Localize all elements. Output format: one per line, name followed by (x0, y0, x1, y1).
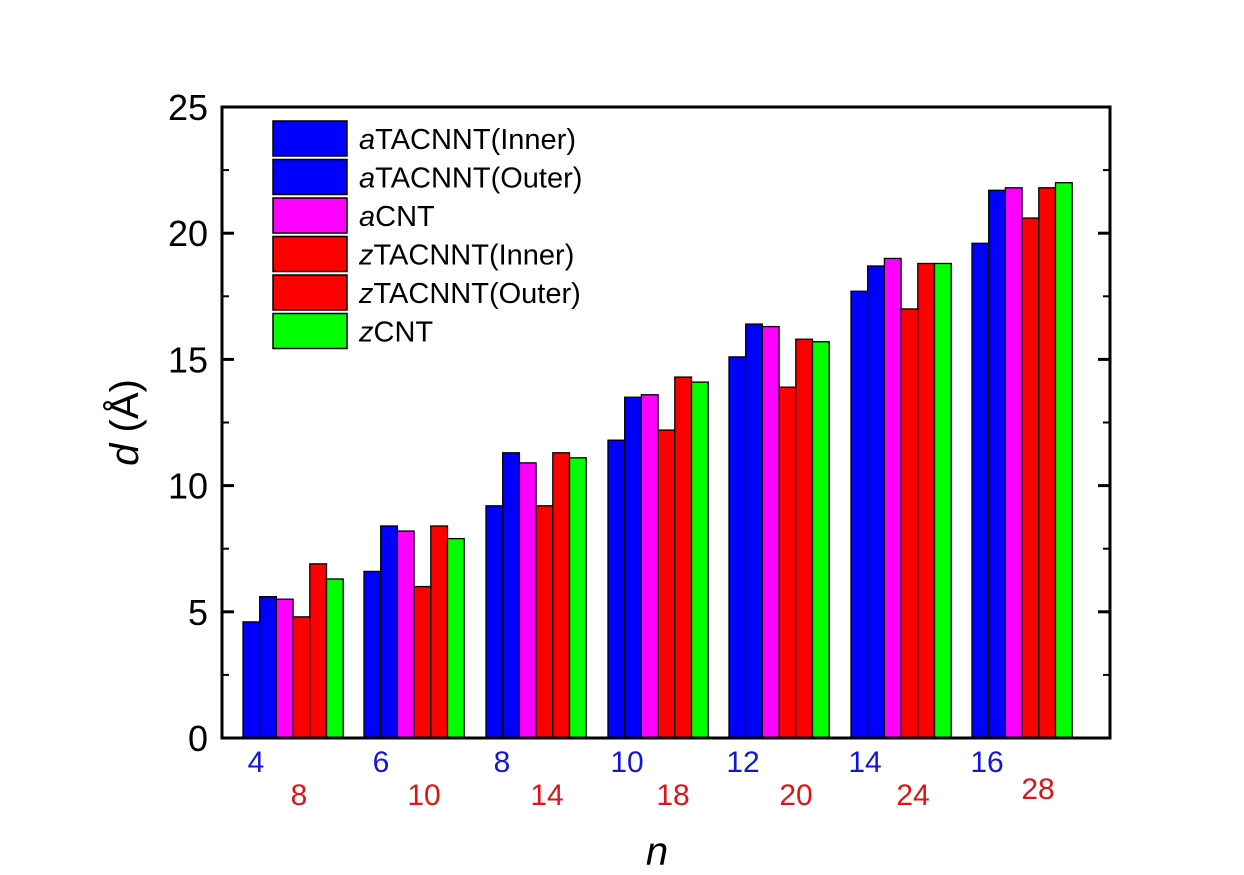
y-axis-label-symbol: d (103, 442, 147, 466)
x-tick-label-armchair: 10 (610, 746, 643, 779)
y-axis-label: d (Å) (102, 379, 147, 466)
legend-swatch (272, 274, 348, 311)
bar-ztacnntouter-1 (430, 525, 449, 739)
bar-atacnntinner-1 (363, 570, 382, 739)
bar-zcnt-1 (446, 537, 465, 739)
bar-atacnntinner-0 (242, 621, 261, 739)
x-tick-label-zigzag: 10 (407, 779, 440, 812)
bar-atacnntouter-3 (624, 396, 643, 739)
bar-atacnntouter-0 (259, 596, 278, 739)
bar-zcnt-6 (1054, 182, 1073, 739)
bar-ztacnntouter-3 (674, 376, 693, 739)
x-tick-label-armchair: 4 (248, 746, 265, 779)
bar-ztacnntinner-6 (1021, 217, 1040, 739)
bar-ztacnntouter-2 (552, 452, 571, 739)
legend-swatch (272, 120, 348, 157)
bar-zcnt-3 (690, 381, 709, 739)
bar-atacnntouter-5 (867, 265, 886, 739)
y-tick-label: 15 (168, 339, 208, 380)
bar-ztacnntinner-3 (657, 429, 676, 739)
bar-zcnt-5 (933, 262, 952, 739)
bar-ztacnntouter-6 (1038, 187, 1057, 739)
bar-atacnntinner-2 (485, 505, 504, 739)
x-tick-label-zigzag: 24 (896, 779, 929, 812)
bar-acnt-3 (640, 394, 659, 739)
legend-swatch (272, 158, 348, 196)
bar-ztacnntinner-0 (292, 616, 311, 739)
y-axis: 0 5 10 15 20 25 (168, 87, 1110, 759)
legend-label: zTACNNT(Inner) (358, 240, 574, 272)
bar-ztacnntouter-0 (309, 563, 328, 739)
legend-label: aTACNNT(Inner) (359, 124, 576, 156)
legend-label: zTACNNT(Outer) (358, 278, 581, 310)
x-tick-label-zigzag: 8 (291, 779, 308, 812)
bar-atacnntouter-2 (502, 452, 521, 739)
bar-acnt-0 (275, 598, 294, 739)
legend-label: aTACNNT(Outer) (359, 163, 582, 195)
x-tick-label-armchair: 12 (726, 746, 759, 779)
x-tick-label-zigzag: 14 (530, 779, 563, 812)
y-axis-label-unit: (Å) (102, 379, 147, 443)
y-tick-label: 0 (188, 718, 208, 759)
x-tick-label-zigzag: 18 (656, 779, 689, 812)
bar-acnt-2 (518, 462, 537, 739)
x-tick-label-armchair: 16 (970, 746, 1003, 779)
bar-atacnntinner-6 (971, 242, 990, 739)
bar-atacnntinner-5 (850, 290, 869, 739)
legend-swatch (272, 312, 348, 350)
bar-ztacnntinner-4 (778, 386, 797, 739)
bar-zcnt-4 (811, 341, 830, 739)
legend-label: zCNT (358, 317, 433, 349)
x-tick-label-armchair: 14 (848, 746, 881, 779)
bar-acnt-1 (396, 530, 415, 739)
bar-atacnntinner-4 (728, 356, 747, 739)
x-tick-label-armchair: 6 (373, 746, 390, 779)
bar-ztacnntinner-2 (535, 505, 554, 739)
bar-ztacnntinner-5 (900, 308, 919, 739)
bar-acnt-5 (883, 257, 902, 739)
legend-swatch (272, 197, 348, 234)
y-tick-label: 25 (168, 87, 208, 128)
bar-acnt-4 (761, 325, 780, 739)
bar-zcnt-0 (325, 578, 344, 739)
bar-atacnntouter-4 (745, 323, 764, 739)
bar-zcnt-2 (568, 457, 587, 739)
bar-acnt-6 (1004, 187, 1023, 739)
y-tick-label: 20 (168, 213, 208, 254)
bar-atacnntouter-1 (380, 525, 399, 739)
legend-label: aCNT (359, 201, 435, 233)
bar-atacnntinner-3 (607, 439, 626, 739)
bar-ztacnntouter-5 (917, 262, 936, 739)
x-tick-label-zigzag: 28 (1021, 773, 1054, 806)
bar-ztacnntinner-1 (413, 585, 432, 739)
bars-group (242, 182, 1073, 739)
bar-atacnntouter-6 (988, 189, 1007, 739)
bar-ztacnntouter-4 (795, 338, 814, 739)
legend-swatch (272, 235, 348, 273)
x-tick-label-zigzag: 20 (779, 779, 812, 812)
x-axis-label: n (646, 830, 668, 874)
y-tick-label: 10 (168, 466, 208, 507)
x-tick-label-armchair: 8 (494, 746, 511, 779)
legend: aTACNNT(Inner) aTACNNT(Outer) aCNT zTACNNT(… (272, 120, 582, 350)
y-tick-label: 5 (188, 592, 208, 633)
